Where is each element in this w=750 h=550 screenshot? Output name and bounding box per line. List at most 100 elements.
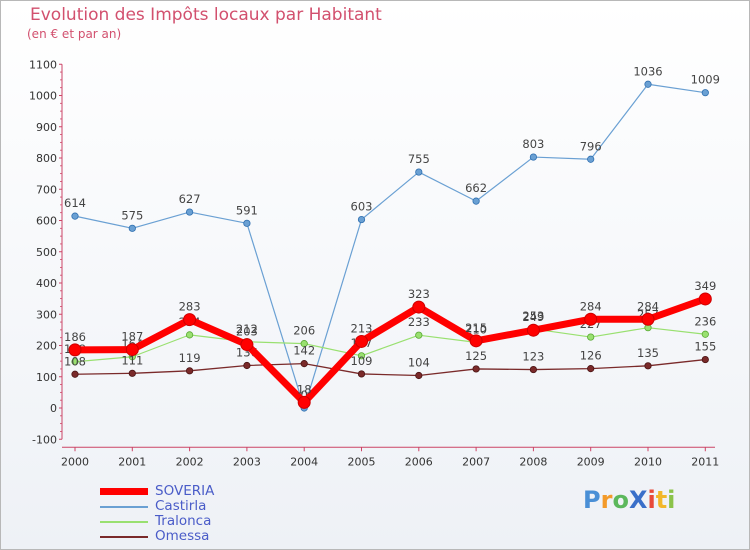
data-label-soveria: 249 (522, 310, 544, 324)
series-line-omessa (74, 358, 706, 377)
data-label-omessa: 155 (694, 340, 716, 354)
data-label-tralonca: 210 (465, 322, 487, 336)
data-point-tralonca (587, 333, 595, 341)
data-label-tralonca: 236 (694, 314, 716, 328)
x-tick-label: 2001 (118, 455, 146, 468)
data-label-castirla: 1009 (691, 73, 720, 87)
data-label-castirla: 755 (408, 152, 430, 166)
data-point-soveria (240, 338, 254, 352)
data-label-omessa: 126 (580, 349, 602, 363)
logo-letter: i (647, 486, 656, 514)
data-point-castirla (587, 155, 595, 163)
data-label-castirla: 603 (351, 200, 373, 214)
data-point-castirla (701, 89, 709, 97)
logo-letter: i (667, 486, 676, 514)
data-point-omessa (128, 369, 136, 377)
legend-label: Tralonca (155, 513, 212, 529)
data-label-soveria: 349 (694, 279, 716, 293)
data-label-omessa: 108 (64, 354, 86, 368)
logo-letter: X (628, 486, 648, 514)
data-label-omessa: 104 (408, 356, 430, 370)
proxiti-logo: ProXiti (583, 486, 675, 514)
data-label-soveria: 187 (121, 330, 143, 344)
data-point-tralonca (300, 340, 308, 348)
chart-title: Evolution des Impôts locaux par Habitant (30, 5, 382, 25)
data-point-tralonca (357, 352, 366, 360)
line-chart: -100 0 100 200 300 400 500 600 700 800 900 1000 1100… (29, 58, 720, 468)
y-tick-label: 900 (36, 121, 57, 134)
data-point-omessa (300, 360, 308, 368)
data-point-soveria (183, 313, 197, 327)
series-line-tralonca (74, 327, 706, 363)
data-point-omessa (415, 371, 423, 380)
data-label-soveria: 186 (64, 330, 86, 344)
x-tick-label: 2003 (233, 455, 261, 468)
x-tick-label: 2004 (290, 455, 318, 468)
data-point-soveria (584, 312, 598, 326)
data-label-castirla: 1036 (633, 64, 662, 78)
legend-label: Castirla (155, 498, 207, 514)
data-label-soveria: 215 (465, 321, 487, 335)
data-label-omessa: 135 (637, 346, 659, 360)
x-tick-label: 2007 (462, 455, 490, 468)
data-point-omessa (529, 365, 538, 374)
data-label-castirla: 575 (121, 208, 143, 222)
data-point-omessa (186, 367, 194, 375)
data-label-tralonca: 253 (522, 309, 544, 323)
legend-swatch (100, 506, 148, 508)
legend-label: SOVERIA (155, 483, 215, 499)
y-tick-label: 700 (36, 183, 57, 196)
data-point-omessa (243, 361, 251, 370)
y-tick-label: -100 (32, 433, 57, 446)
data-point-castirla (644, 80, 652, 88)
x-tick-label: 2005 (348, 455, 376, 468)
legend-label: Omessa (155, 528, 210, 544)
data-label-castirla: 591 (236, 203, 258, 217)
x-tick-label: 2010 (634, 455, 662, 468)
data-point-tralonca (415, 331, 423, 339)
data-label-soveria: 283 (179, 300, 201, 314)
data-point-soveria (125, 343, 139, 357)
y-tick-label: 400 (36, 277, 57, 290)
data-label-castirla: 627 (179, 192, 201, 206)
data-label-omessa: 111 (121, 353, 143, 367)
data-label-omessa: 109 (351, 354, 373, 368)
data-label-tralonca: 206 (293, 324, 315, 338)
data-label-soveria: 284 (580, 299, 602, 313)
data-point-castirla (415, 168, 423, 176)
data-point-soveria (412, 300, 426, 314)
data-point-castirla (71, 212, 79, 220)
legend-swatch (100, 536, 148, 538)
data-point-omessa (587, 365, 595, 373)
legend-swatch (100, 521, 148, 523)
data-label-omessa: 142 (293, 344, 315, 358)
y-tick-label: 600 (36, 215, 57, 228)
logo-letter: P (583, 486, 601, 514)
data-label-castirla: 796 (580, 139, 602, 153)
data-point-soveria (355, 334, 368, 348)
data-label-soveria: 18 (297, 382, 312, 396)
data-point-castirla (128, 224, 136, 232)
data-point-soveria (526, 323, 540, 337)
y-tick-label: 0 (50, 402, 57, 415)
data-point-omessa (644, 362, 652, 370)
data-point-soveria (297, 395, 311, 409)
data-label-soveria: 213 (351, 321, 373, 335)
legend-swatch (100, 488, 148, 495)
data-point-tralonca (186, 331, 194, 339)
data-point-omessa (71, 370, 79, 378)
data-label-castirla: 662 (465, 181, 487, 195)
data-label-soveria: 203 (236, 325, 258, 339)
y-tick-label: 100 (36, 371, 57, 384)
data-label-castirla: 803 (522, 137, 544, 151)
data-label-castirla: 614 (64, 196, 86, 210)
data-point-soveria (469, 334, 483, 348)
x-tick-label: 2011 (691, 455, 719, 468)
data-label-castirla: 0 (301, 388, 308, 402)
logo-letter: r (600, 486, 613, 514)
data-point-castirla (186, 208, 194, 216)
x-tick-label: 2006 (405, 455, 433, 468)
data-point-tralonca (71, 358, 79, 366)
data-point-soveria (68, 343, 82, 357)
